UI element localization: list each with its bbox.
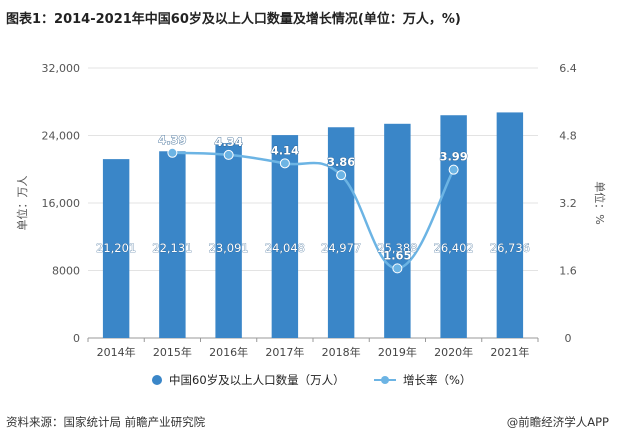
x-tick-label: 2016年 bbox=[209, 345, 248, 359]
bar-value-label: 21,201 bbox=[96, 241, 136, 255]
y-axis-title: 单位：万人 bbox=[15, 176, 29, 231]
y2-tick-label: 0 bbox=[565, 332, 572, 345]
bar-value-label: 24,977 bbox=[321, 241, 361, 255]
bar-value-label: 25,388 bbox=[377, 241, 417, 255]
line-point bbox=[279, 158, 290, 169]
line-series bbox=[167, 147, 459, 274]
chart-axes: 0 8000 16,000 24,000 32,000 0 1.6 3.2 4.8 6.4 单位：万… bbox=[15, 62, 607, 359]
x-tick-label: 2018年 bbox=[322, 345, 361, 359]
bar bbox=[215, 143, 242, 338]
line-point bbox=[448, 164, 459, 175]
line-value-label: 4.39 bbox=[158, 133, 186, 147]
line-point bbox=[392, 263, 403, 274]
legend-bar-swatch bbox=[152, 375, 162, 385]
line-value-label: 4.34 bbox=[214, 135, 242, 149]
x-tick-label: 2019年 bbox=[378, 345, 417, 359]
chart-title: 图表1：2014-2021年中国60岁及以上人口数量及增长情况(单位：万人，%) bbox=[6, 12, 461, 27]
y2-tick-label: 6.4 bbox=[559, 62, 577, 75]
legend-label-growth: 增长率（%） bbox=[403, 373, 472, 387]
bar bbox=[159, 151, 186, 338]
bar-value-label: 26,736 bbox=[490, 241, 530, 255]
data-labels: 21,201 22,131 23,091 24,048 24,977 25,388 26,4… bbox=[96, 132, 531, 262]
bar-series bbox=[102, 112, 524, 338]
line-point bbox=[167, 147, 178, 158]
bar bbox=[384, 123, 411, 338]
y-tick-label: 0 bbox=[73, 332, 80, 345]
y2-tick-label: 3.2 bbox=[559, 197, 577, 210]
bar bbox=[271, 135, 299, 338]
line-value-label: 3.86 bbox=[327, 155, 355, 169]
y-tick-label: 16,000 bbox=[42, 197, 81, 210]
bar bbox=[327, 127, 355, 338]
line-value-label: 4.14 bbox=[271, 143, 299, 157]
y2-tick-label: 1.6 bbox=[559, 265, 577, 278]
line-value-label: 3.99 bbox=[439, 150, 467, 164]
line-point bbox=[223, 149, 234, 160]
y-tick-label: 24,000 bbox=[42, 130, 81, 143]
bar-value-label: 22,131 bbox=[152, 241, 192, 255]
source-note: 资料来源：国家统计局 前瞻产业研究院 bbox=[6, 415, 206, 429]
x-tick-label: 2020年 bbox=[434, 345, 473, 359]
legend-item-population: 中国60岁及以上人口数量（万人） bbox=[152, 372, 345, 388]
bar-value-label: 23,091 bbox=[209, 241, 249, 255]
bar-value-label: 24,048 bbox=[265, 241, 305, 255]
y2-axis-title: 单位：% bbox=[593, 181, 607, 224]
y-tick-label: 8000 bbox=[52, 265, 80, 278]
credit-note: @前瞻经济学人APP bbox=[506, 415, 609, 429]
x-tick-label: 2017年 bbox=[265, 345, 304, 359]
legend-item-growth: 增长率（%） bbox=[374, 372, 471, 388]
x-tick-label: 2014年 bbox=[97, 345, 136, 359]
bar bbox=[496, 112, 524, 338]
bar bbox=[102, 159, 130, 338]
x-tick-label: 2021年 bbox=[490, 345, 529, 359]
y2-tick-label: 4.8 bbox=[559, 130, 577, 143]
line-point bbox=[336, 170, 347, 181]
line-value-label: 1.65 bbox=[383, 248, 411, 262]
legend-label-population: 中国60岁及以上人口数量（万人） bbox=[169, 373, 345, 387]
legend-line-swatch bbox=[374, 376, 396, 384]
bar bbox=[440, 115, 467, 338]
x-tick-label: 2015年 bbox=[153, 345, 192, 359]
bar-value-label: 26,402 bbox=[434, 241, 474, 255]
y-tick-label: 32,000 bbox=[42, 62, 81, 75]
